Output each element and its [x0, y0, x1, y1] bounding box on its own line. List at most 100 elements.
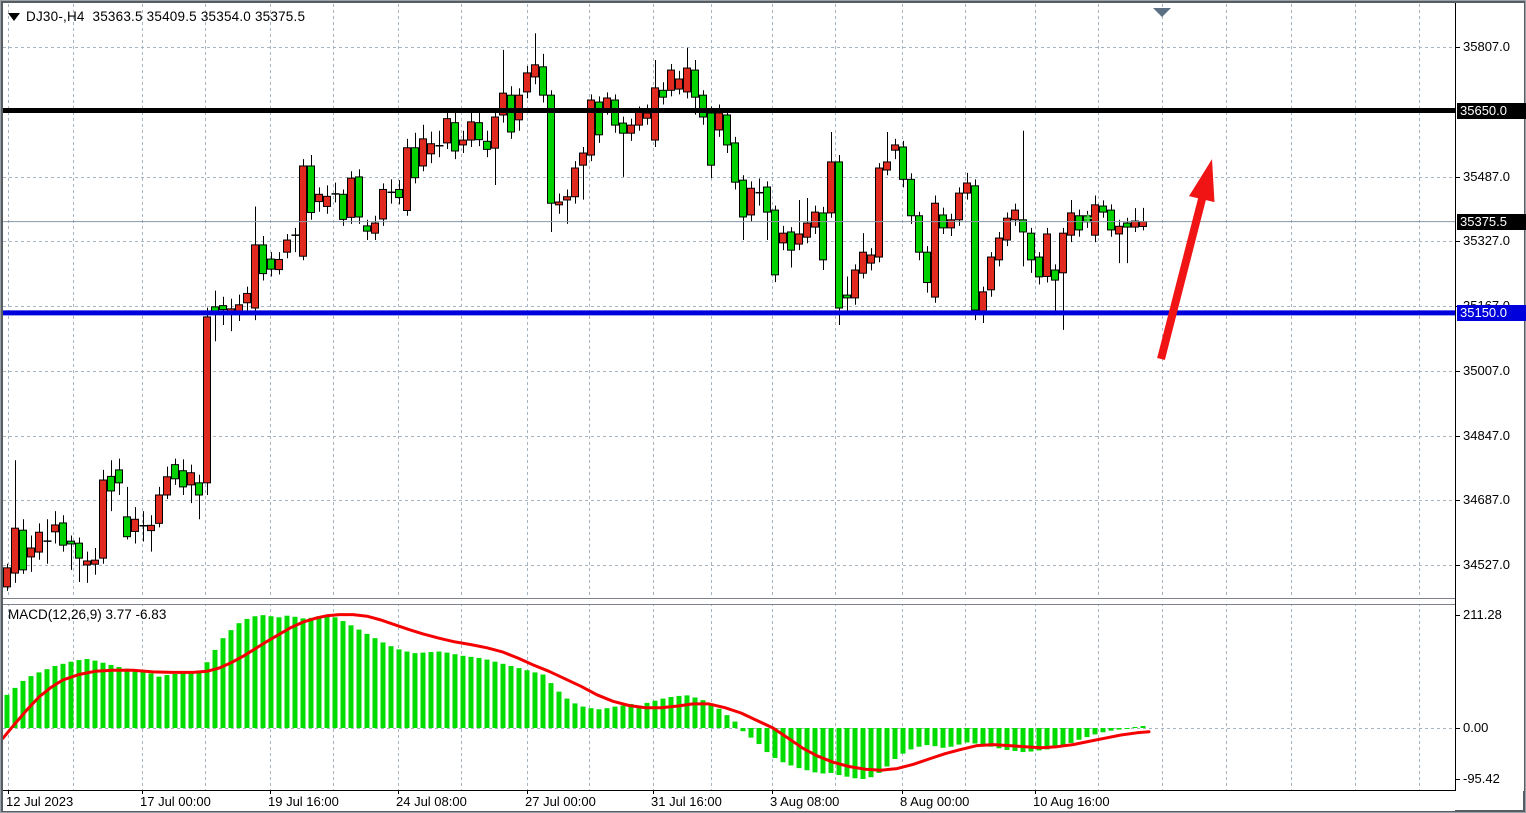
time-tick-label: 3 Aug 08:00: [770, 794, 840, 809]
bull-candle: [91, 559, 99, 565]
macd-bar: [108, 664, 114, 728]
macd-bar: [1140, 725, 1146, 728]
panel-divider[interactable]: [3, 598, 1455, 605]
bull-candle: [443, 118, 451, 144]
macd-bar: [692, 697, 698, 728]
bull-candle: [859, 251, 867, 274]
axis-tick-mark: [1455, 779, 1460, 781]
resistance-price-badge: 35650.0: [1457, 102, 1526, 119]
macd-bar: [228, 630, 234, 728]
macd-tick-label: 211.28: [1463, 607, 1502, 623]
price-tick-label: 34527.0: [1463, 557, 1510, 572]
macd-bar: [556, 691, 562, 728]
trend-arrow-shaft: [1157, 194, 1207, 361]
axis-tick-mark: [398, 790, 399, 794]
macd-bar: [92, 660, 98, 728]
bull-candle: [187, 472, 195, 486]
axis-tick-mark: [8, 790, 9, 794]
macd-bar: [996, 728, 1002, 749]
macd-bar: [284, 615, 290, 728]
bull-candle: [299, 165, 307, 257]
bull-candle: [467, 121, 475, 141]
macd-bar: [244, 618, 250, 728]
macd-bar: [468, 656, 474, 728]
macd-bar: [300, 618, 306, 728]
bear-candle: [451, 122, 459, 152]
macd-bar: [44, 669, 50, 728]
macd-bar: [28, 676, 34, 728]
bull-candle: [99, 479, 107, 559]
macd-bar: [404, 651, 410, 728]
time-axis[interactable]: 12 Jul 2023 17 Jul 00:00 19 Jul 16:00 24 Ju…: [3, 790, 1455, 811]
macd-bar: [684, 695, 690, 728]
price-tick-label: 34847.0: [1463, 427, 1510, 443]
bear-candle: [59, 522, 67, 546]
macd-bar: [484, 659, 490, 728]
bear-candle: [907, 178, 915, 217]
macd-bar: [564, 698, 570, 728]
bull-candle: [1131, 220, 1139, 228]
macd-bar: [172, 673, 178, 728]
macd-bar: [1092, 728, 1098, 735]
macd-bar: [852, 728, 858, 779]
bull-candle: [931, 202, 939, 298]
macd-bar: [180, 672, 186, 728]
macd-bar: [932, 728, 938, 747]
bear-candle: [915, 215, 923, 253]
bear-candle: [171, 464, 179, 480]
macd-bar: [644, 702, 650, 728]
doji-candle: [435, 144, 444, 147]
bear-candle: [787, 231, 795, 251]
main-candlestick-chart[interactable]: [3, 4, 1455, 600]
macd-bar: [628, 703, 634, 728]
macd-bar: [652, 700, 658, 728]
macd-bar: [1012, 728, 1018, 751]
current-price-badge: 35375.5: [1457, 213, 1526, 230]
bull-candle: [747, 187, 755, 216]
macd-bar: [436, 651, 442, 728]
time-tick-label: 17 Jul 00:00: [140, 794, 211, 809]
bull-candle: [947, 219, 955, 229]
bull-candle: [779, 232, 787, 244]
symbol-dropdown-triangle-icon[interactable]: [8, 13, 20, 21]
doji-candle: [331, 193, 340, 195]
macd-bar: [324, 615, 330, 728]
macd-bar: [1132, 726, 1138, 728]
bull-candle: [579, 152, 587, 166]
bear-candle: [771, 209, 779, 276]
bull-candle: [27, 547, 35, 558]
macd-bar: [820, 728, 826, 774]
bull-candle: [979, 291, 987, 313]
macd-bar: [36, 672, 42, 728]
bear-candle: [1051, 269, 1059, 281]
bull-candle: [955, 192, 963, 221]
bull-candle: [643, 112, 651, 119]
macd-indicator-label: MACD(12,26,9) 3.77 -6.83: [8, 607, 167, 622]
bear-candle: [259, 244, 267, 275]
macd-bar: [20, 680, 26, 728]
bull-candle: [419, 138, 427, 167]
bear-candle: [739, 179, 747, 218]
macd-indicator-panel[interactable]: [3, 603, 1455, 790]
macd-bar: [1124, 728, 1130, 729]
price-axis[interactable]: 35650.0 35375.5 35150.0 35807.0 35487.0 35…: [1455, 3, 1526, 791]
macd-bar: [1028, 728, 1034, 752]
macd-bar: [668, 696, 674, 728]
bear-candle: [395, 188, 403, 199]
price-tick-label: 35487.0: [1463, 168, 1510, 184]
bear-candle: [1099, 205, 1107, 213]
macd-bar: [812, 728, 818, 773]
axis-tick-mark: [1455, 47, 1460, 48]
macd-bar: [260, 615, 266, 728]
axis-tick-mark: [1455, 241, 1460, 243]
bear-candle: [67, 540, 75, 545]
axis-tick-mark: [1455, 615, 1460, 617]
macd-bar: [700, 700, 706, 728]
macd-bar: [548, 683, 554, 728]
time-tick-label: 27 Jul 00:00: [525, 794, 596, 809]
bear-candle: [699, 94, 707, 118]
current-bar-marker-icon: [1153, 8, 1171, 17]
macd-bar: [756, 728, 762, 745]
bear-candle: [659, 89, 667, 98]
